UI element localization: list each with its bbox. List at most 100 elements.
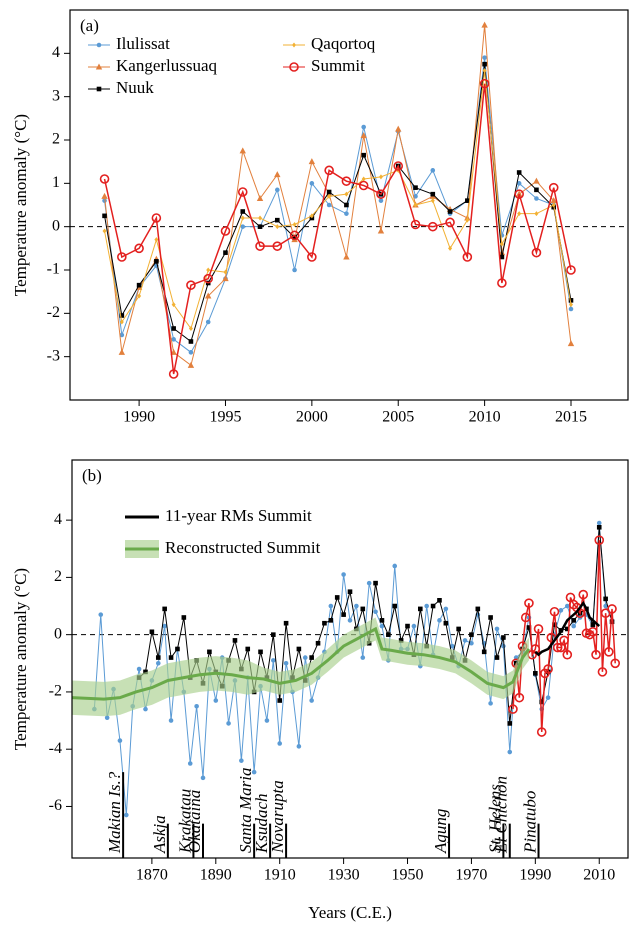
y-tick-label: -6 <box>49 797 62 814</box>
x-tick-label: 2015 <box>555 409 587 426</box>
event-label: Novarupta <box>268 780 287 854</box>
marker <box>154 259 159 264</box>
marker <box>104 715 110 720</box>
marker <box>514 189 524 199</box>
marker <box>264 718 270 723</box>
marker <box>607 604 617 614</box>
marker <box>520 612 531 623</box>
marker <box>427 221 438 232</box>
y-tick-label: 0 <box>54 625 62 642</box>
marker <box>272 241 283 251</box>
marker <box>188 350 194 355</box>
marker <box>168 718 174 723</box>
marker <box>136 666 142 672</box>
marker <box>143 706 148 712</box>
event-label: El Chichon <box>492 776 511 854</box>
legend-label: Nuuk <box>116 78 154 97</box>
x-tick-label: 1930 <box>328 867 360 884</box>
marker <box>188 326 193 331</box>
marker <box>430 191 436 197</box>
marker <box>392 603 398 609</box>
marker <box>309 655 314 660</box>
marker <box>393 161 404 171</box>
y-tick-label: -3 <box>47 347 60 364</box>
marker <box>462 638 468 643</box>
marker <box>430 198 435 204</box>
marker <box>119 313 125 318</box>
marker <box>437 618 442 623</box>
marker <box>410 219 421 230</box>
marker <box>596 524 602 530</box>
series-line <box>104 57 572 354</box>
marker <box>499 254 505 260</box>
marker <box>205 319 211 325</box>
marker <box>257 224 263 229</box>
marker <box>413 202 418 208</box>
y-tick-label: 0 <box>52 217 60 234</box>
marker <box>237 187 248 197</box>
marker <box>571 618 576 623</box>
marker <box>207 649 212 655</box>
x-tick-label: 1990 <box>519 867 551 884</box>
marker <box>289 230 300 241</box>
marker <box>277 698 283 703</box>
marker <box>465 198 470 203</box>
marker <box>568 298 574 303</box>
x-tick-label: 1890 <box>200 867 232 884</box>
series-line <box>512 540 616 733</box>
marker <box>292 267 297 273</box>
marker <box>292 42 296 48</box>
marker <box>251 769 257 775</box>
marker <box>366 580 372 586</box>
event-label: St. Helens <box>485 784 504 853</box>
marker <box>447 209 453 214</box>
marker <box>308 158 316 165</box>
x-tick-label: 2000 <box>296 409 328 426</box>
marker <box>222 275 229 282</box>
x-tick-label: 1995 <box>209 409 241 426</box>
marker <box>481 649 487 655</box>
marker <box>481 21 488 28</box>
marker <box>603 603 608 609</box>
legend-label: 11-year RMs Summit <box>165 506 312 525</box>
legend-label: Ilulissat <box>116 34 170 53</box>
marker <box>558 608 564 613</box>
x-tick-label: 1870 <box>136 867 168 884</box>
series-line <box>103 83 572 375</box>
marker <box>220 226 231 236</box>
marker <box>360 655 366 660</box>
marker <box>534 187 539 193</box>
marker <box>373 580 378 586</box>
y-tick-label: 4 <box>54 511 62 528</box>
panel-label: (a) <box>80 16 99 35</box>
marker <box>411 623 417 629</box>
marker <box>171 337 176 342</box>
x-tick-label: 2010 <box>469 409 501 426</box>
y-axis-label: Temperature anomaly (°C) <box>11 114 30 296</box>
marker <box>168 369 179 379</box>
plot-area <box>70 21 628 379</box>
marker <box>275 187 280 193</box>
marker <box>596 520 602 526</box>
marker <box>203 273 214 284</box>
marker <box>424 603 429 609</box>
series-line <box>72 626 531 701</box>
marker <box>549 606 560 617</box>
marker <box>322 620 327 626</box>
marker <box>610 658 621 669</box>
marker <box>292 235 297 240</box>
marker <box>488 615 493 620</box>
legend-label: Kangerlussuaq <box>116 56 218 75</box>
marker <box>551 202 556 208</box>
marker <box>95 63 103 70</box>
marker <box>566 265 576 275</box>
marker <box>578 589 589 600</box>
marker <box>232 638 238 643</box>
marker <box>591 649 601 660</box>
marker <box>360 132 367 139</box>
marker <box>101 192 108 199</box>
marker <box>181 615 187 620</box>
y-tick-label: 2 <box>54 568 62 585</box>
marker <box>501 635 506 640</box>
